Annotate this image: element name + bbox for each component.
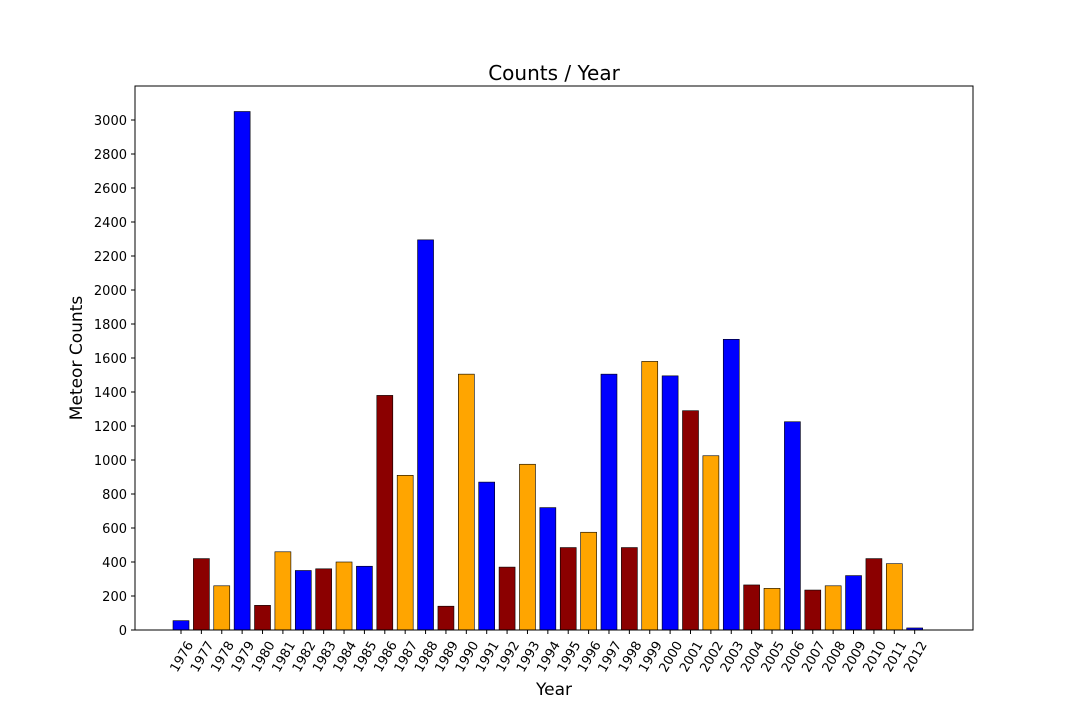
bar-1981 — [274, 551, 292, 631]
y-tick-label: 2000 — [94, 284, 127, 299]
bar-1979 — [233, 111, 251, 631]
bar-1980 — [254, 605, 271, 631]
bar-2003 — [722, 338, 740, 631]
y-tick-label: 2600 — [94, 182, 127, 197]
bar-1987 — [396, 474, 414, 631]
bar-1997 — [600, 373, 618, 631]
bar-2002 — [702, 455, 720, 631]
bar-2005 — [763, 588, 781, 631]
bar-1988 — [417, 239, 434, 631]
bars-layer — [172, 111, 923, 631]
chart-title: Counts / Year — [488, 61, 620, 85]
bar-1984 — [335, 561, 353, 631]
y-tick-label: 2800 — [94, 148, 127, 163]
x-axis-label: Year — [535, 680, 572, 700]
bar-1996 — [580, 531, 597, 631]
bar-1995 — [559, 547, 577, 631]
bar-1976 — [172, 620, 190, 631]
bar-2004 — [743, 584, 760, 631]
bar-2000 — [661, 375, 679, 631]
bar-1991 — [478, 481, 496, 631]
y-tick-label: 1800 — [94, 318, 127, 333]
bar-2010 — [865, 558, 883, 631]
y-tick-label: 600 — [102, 522, 127, 537]
bar-1999 — [641, 361, 659, 631]
bar-2011 — [885, 563, 903, 631]
bar-1982 — [294, 570, 312, 631]
y-tick-label: 1600 — [94, 352, 127, 367]
bar-1992 — [498, 566, 516, 631]
bar-2007 — [804, 589, 822, 631]
bar-1993 — [519, 463, 536, 631]
bar-1990 — [458, 373, 475, 631]
bar-1977 — [193, 558, 210, 631]
y-tick-label: 0 — [119, 624, 127, 639]
y-tick-label: 3000 — [94, 114, 127, 129]
bar-2008 — [824, 585, 842, 631]
y-axis-label: Meteor Counts — [67, 296, 87, 421]
y-tick-label: 800 — [102, 488, 127, 503]
y-tick-label: 2200 — [94, 250, 127, 265]
bar-1978 — [213, 585, 231, 631]
y-tick-label: 400 — [102, 556, 127, 571]
y-tick-label: 1200 — [94, 420, 127, 435]
bar-1983 — [315, 568, 332, 631]
bar-1985 — [356, 565, 373, 631]
bar-1998 — [621, 547, 638, 631]
bar-1986 — [376, 395, 394, 631]
y-tick-label: 2400 — [94, 216, 127, 231]
y-tick-label: 200 — [102, 590, 127, 605]
bar-2001 — [682, 410, 699, 631]
bar-1994 — [539, 507, 557, 631]
y-tick-label: 1400 — [94, 386, 127, 401]
bar-2006 — [784, 421, 801, 631]
bar-1989 — [437, 605, 455, 631]
bar-2009 — [845, 575, 862, 631]
y-tick-label: 1000 — [94, 454, 127, 469]
y-axis: 0 200 400 600 800 1000 1200 1400 1600 1800 2000 220… — [94, 114, 135, 639]
